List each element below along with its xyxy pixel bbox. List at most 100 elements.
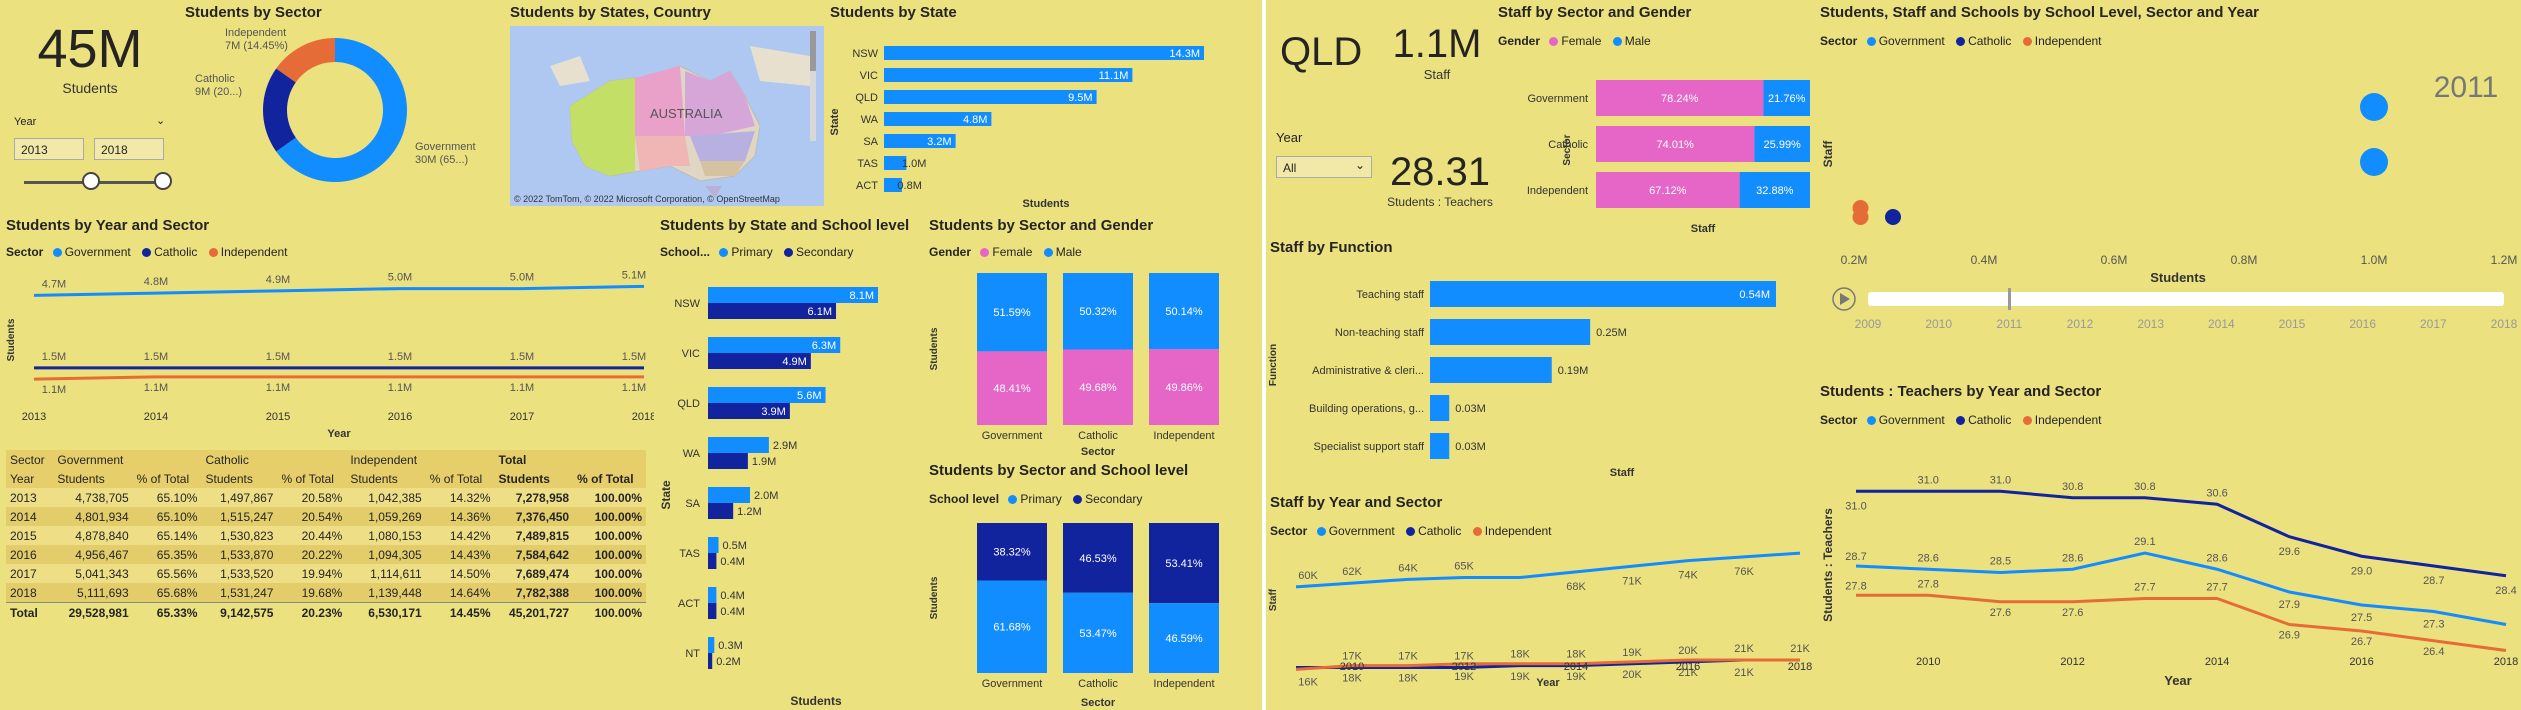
play-axis-label: 2012 bbox=[2067, 317, 2094, 331]
data-label: 31.0 bbox=[1990, 474, 2011, 486]
stack-value: 21.76% bbox=[1768, 93, 1806, 105]
data-label: 31.0 bbox=[1918, 474, 1939, 486]
x-tick-label: Government bbox=[982, 678, 1043, 690]
year-slider-handle-start[interactable] bbox=[82, 172, 100, 190]
table-cell: Catholic bbox=[201, 450, 278, 469]
chart-title: Students by Year and Sector bbox=[6, 217, 210, 234]
table-cell: 45,201,727 bbox=[494, 602, 574, 622]
data-label: 19K bbox=[1454, 671, 1474, 683]
play-axis-label: 2017 bbox=[2420, 317, 2447, 331]
chart-title: Staff by Sector and Gender bbox=[1498, 4, 1692, 21]
table-cell: 65.10% bbox=[132, 507, 202, 526]
staff-function-svg: Teaching staff 0.54M Non-teaching staff 0.2… bbox=[1268, 281, 1776, 479]
staff-kpi-label: Staff bbox=[1423, 67, 1451, 82]
data-label: 27.7 bbox=[2134, 582, 2155, 594]
chart-title: Students by State and School level bbox=[660, 217, 910, 234]
students-matrix[interactable]: Sector Government Catholic Independent Total… bbox=[6, 450, 646, 640]
table-cell: 14.32% bbox=[425, 488, 495, 507]
x-axis-title: Year bbox=[327, 428, 351, 440]
state-label: SA bbox=[685, 498, 700, 510]
stack-secondary bbox=[1063, 523, 1133, 593]
stack-value: 50.14% bbox=[1165, 306, 1203, 318]
table-cell: 19.68% bbox=[277, 583, 347, 603]
state-bar bbox=[884, 134, 956, 148]
year-slicer-2[interactable]: Year All ⌄ bbox=[1276, 130, 1376, 190]
scatter-svg[interactable]: 2011 0.2M 0.4M 0.6M 0.8M 1.0M 1.2M Students Staf… bbox=[1816, 2, 2521, 367]
stack-male bbox=[1063, 273, 1133, 350]
bar-primary bbox=[708, 287, 878, 303]
map-visual[interactable]: AUSTRALIA © 2022 TomTom, © 2022 Microsof… bbox=[510, 26, 824, 206]
data-label: 68K bbox=[1566, 581, 1586, 593]
year-slicer[interactable]: Year ⌄ 2013 2018 bbox=[14, 115, 174, 196]
data-label: 1.5M bbox=[144, 351, 168, 363]
data-label: 62K bbox=[1342, 566, 1362, 578]
table-cell: 7,782,388 bbox=[494, 583, 574, 603]
table-cell: 20.23% bbox=[277, 602, 347, 622]
stack-secondary bbox=[977, 523, 1047, 581]
table-cell: 14.42% bbox=[425, 526, 495, 545]
stack-value: 25.99% bbox=[1764, 139, 1802, 151]
chart-legend: Sector Government Catholic Independent bbox=[1820, 413, 2102, 427]
year-from-input[interactable]: 2013 bbox=[14, 138, 84, 160]
gender-column-svg: 51.59% 48.41% Government 50.32% 49.68% Cathol… bbox=[929, 273, 1219, 458]
stack-female bbox=[977, 351, 1047, 425]
sector-label: Independent bbox=[1527, 185, 1588, 197]
pie-slice-catholic bbox=[263, 68, 296, 152]
bar-secondary bbox=[708, 553, 717, 569]
table-cell: Sector bbox=[6, 450, 54, 469]
scatter-point-government bbox=[2360, 148, 2388, 176]
pie-slice-independent bbox=[276, 38, 335, 83]
stack-value: 53.47% bbox=[1079, 628, 1117, 640]
students-kpi-value: 45M bbox=[37, 19, 143, 79]
play-axis-label: 2015 bbox=[2279, 317, 2306, 331]
bar-value: 3.9M bbox=[761, 406, 785, 418]
stack-female bbox=[1149, 349, 1219, 425]
data-label: 28.5 bbox=[1990, 556, 2011, 568]
map-attribution: © 2022 TomTom, © 2022 Microsoft Corporat… bbox=[514, 194, 780, 204]
legend-label: Sector bbox=[1820, 34, 1858, 48]
data-label: 19K bbox=[1566, 671, 1586, 683]
stack-secondary bbox=[1149, 523, 1219, 604]
table-cell: 1,059,269 bbox=[346, 507, 426, 526]
table-cell: 7,584,642 bbox=[494, 545, 574, 564]
x-tick-label: 2010 bbox=[1340, 661, 1364, 673]
series-line-independent bbox=[1295, 658, 1800, 671]
function-bar bbox=[1430, 319, 1591, 345]
bar-value: 0.54M bbox=[1739, 289, 1770, 301]
data-label: 27.3 bbox=[2423, 619, 2444, 631]
state-bar-value: 9.5M bbox=[1068, 92, 1092, 104]
data-label: 28.6 bbox=[2206, 552, 2227, 564]
table-cell: 65.14% bbox=[132, 526, 202, 545]
year-slider-handle-end[interactable] bbox=[154, 172, 172, 190]
data-label: 65K bbox=[1454, 561, 1474, 573]
chart-title: Students by State bbox=[830, 4, 957, 21]
bar-secondary bbox=[708, 453, 748, 469]
table-cell: Independent bbox=[346, 450, 426, 469]
x-tick-label: 2015 bbox=[266, 411, 290, 423]
table-cell: 100.00% bbox=[573, 488, 646, 507]
chart-legend: School level Primary Secondary bbox=[929, 492, 1142, 506]
students-kpi-card: 45M Students bbox=[10, 18, 170, 108]
stack-value: 46.59% bbox=[1165, 633, 1203, 645]
bar-primary bbox=[708, 587, 717, 603]
function-bar bbox=[1430, 433, 1450, 459]
data-label: 5.0M bbox=[510, 272, 534, 284]
state-bar-svg: NSW 14.3M VIC 11.1M QLD 9.5M WA 4.8M SA 3.2M TAS 1.… bbox=[829, 46, 1204, 207]
table-cell: 100.00% bbox=[573, 526, 646, 545]
chart-legend: School... Primary Secondary bbox=[660, 245, 853, 259]
series-line-independent bbox=[33, 375, 644, 381]
table-cell: 65.10% bbox=[132, 488, 202, 507]
chevron-down-icon: ⌄ bbox=[1354, 158, 1365, 172]
y-axis-title: Students bbox=[6, 318, 17, 361]
chevron-down-icon[interactable]: ⌄ bbox=[156, 115, 166, 127]
chart-title: Staff by Year and Sector bbox=[1270, 494, 1443, 511]
data-label: 18K bbox=[1342, 673, 1362, 685]
legend-catholic: Catholic bbox=[1968, 34, 2012, 48]
table-cell: 7,689,474 bbox=[494, 564, 574, 583]
table-cell: 100.00% bbox=[573, 545, 646, 564]
legend-independent: Independent bbox=[1484, 524, 1552, 538]
year-dropdown[interactable]: All ⌄ bbox=[1276, 156, 1372, 178]
chart-title: Students : Teachers by Year and Sector bbox=[1820, 383, 2102, 400]
ratio-kpi-value: 28.31 bbox=[1389, 150, 1491, 194]
year-to-input[interactable]: 2018 bbox=[94, 138, 164, 160]
